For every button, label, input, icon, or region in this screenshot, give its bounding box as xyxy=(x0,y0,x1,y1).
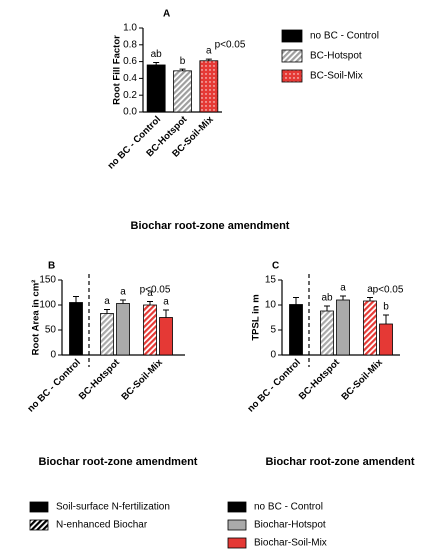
legend-swatch xyxy=(227,537,247,549)
legend-swatch xyxy=(29,519,49,531)
annotation: p<0.05 xyxy=(215,40,246,51)
x-tick-label: BC-Hotspot xyxy=(297,357,343,403)
legend-label: Soil-surface N-fertilization xyxy=(56,502,170,513)
x-tick-label: BC-Hotspot xyxy=(77,357,123,403)
legend-label: N-enhanced Biochar xyxy=(56,520,148,531)
error-bar xyxy=(73,296,79,303)
y-axis-label: Root Fill Factor xyxy=(112,35,123,105)
bar xyxy=(173,70,192,113)
bar xyxy=(146,64,166,113)
x-tick-label: BC-Soil-Mix xyxy=(339,357,385,403)
y-tick-label: 150 xyxy=(39,275,56,286)
bar xyxy=(199,60,219,113)
error-bar xyxy=(163,309,169,318)
significance-letter: a xyxy=(340,283,346,294)
significance-letter: a xyxy=(163,297,169,308)
legend-swatch xyxy=(281,49,303,63)
significance-letter: a xyxy=(120,287,126,298)
legend-swatch xyxy=(281,29,303,43)
panel-label: A xyxy=(163,9,170,20)
bar xyxy=(100,313,114,356)
legend-swatch xyxy=(227,519,247,531)
bar xyxy=(289,304,303,356)
legend-swatch xyxy=(29,501,49,513)
legend-swatch xyxy=(281,69,303,83)
x-tick-label: no BC - Control xyxy=(245,357,302,414)
significance-letter: a xyxy=(147,288,153,299)
significance-letter: b xyxy=(383,302,389,313)
error-bar xyxy=(205,58,212,61)
legend-swatch xyxy=(227,501,247,513)
bar xyxy=(143,304,157,356)
y-tick-label: 0.2 xyxy=(123,90,137,101)
legend-label: BC-Hotspot xyxy=(310,51,362,62)
error-bar xyxy=(367,297,373,301)
x-axis-label: Biochar root-zone amendment xyxy=(131,220,290,232)
y-tick-label: 0.4 xyxy=(123,73,137,84)
annotation: p<0.05 xyxy=(373,285,404,296)
error-bar xyxy=(147,301,153,305)
y-tick-label: 0 xyxy=(50,350,56,361)
bar xyxy=(69,302,83,356)
y-tick-label: 0.8 xyxy=(123,39,137,50)
bar xyxy=(159,317,173,356)
bar xyxy=(363,300,377,356)
y-axis-label: TPSL in m xyxy=(251,294,262,340)
y-tick-label: 0 xyxy=(270,350,276,361)
significance-letter: a xyxy=(104,296,110,307)
error-bar xyxy=(179,68,186,71)
x-tick-label: BC-Soil-Mix xyxy=(119,357,165,403)
legend-label: Biochar-Hotspot xyxy=(254,520,326,531)
significance-letter: b xyxy=(180,56,186,67)
bar xyxy=(379,323,393,356)
y-tick-label: 5 xyxy=(270,325,276,336)
annotation: p<0.05 xyxy=(140,285,171,296)
error-bar xyxy=(153,61,160,65)
y-axis-label: Root Area in cm² xyxy=(31,280,42,356)
error-bar xyxy=(104,309,110,314)
x-axis-label: Biochar root-zone amendent xyxy=(265,456,414,468)
error-bar xyxy=(120,299,126,304)
legend-label: no BC - Control xyxy=(310,31,379,42)
y-tick-label: 15 xyxy=(265,275,277,286)
y-tick-label: 0.0 xyxy=(123,107,137,118)
error-bar xyxy=(383,314,389,324)
y-tick-label: 100 xyxy=(39,300,56,311)
x-axis-label: Biochar root-zone amendment xyxy=(39,456,198,468)
significance-letter: ab xyxy=(321,293,333,304)
significance-letter: a xyxy=(367,284,373,295)
bar xyxy=(336,299,350,356)
y-tick-label: 0.6 xyxy=(123,56,137,67)
error-bar xyxy=(340,295,346,300)
y-tick-label: 10 xyxy=(265,300,277,311)
legend-label: BC-Soil-Mix xyxy=(310,71,363,82)
legend-label: no BC - Control xyxy=(254,502,323,513)
error-bar xyxy=(293,297,299,305)
legend-label: Biochar-Soil-Mix xyxy=(254,538,327,549)
y-tick-label: 1.0 xyxy=(123,23,137,34)
significance-letter: a xyxy=(206,46,212,57)
bar xyxy=(320,310,334,356)
error-bar xyxy=(324,305,330,311)
significance-letter: ab xyxy=(151,49,163,60)
y-tick-label: 50 xyxy=(45,325,57,336)
x-tick-label: no BC - Control xyxy=(25,357,82,414)
bar xyxy=(116,303,130,356)
panel-label: C xyxy=(272,261,279,272)
panel-label: B xyxy=(48,261,55,272)
